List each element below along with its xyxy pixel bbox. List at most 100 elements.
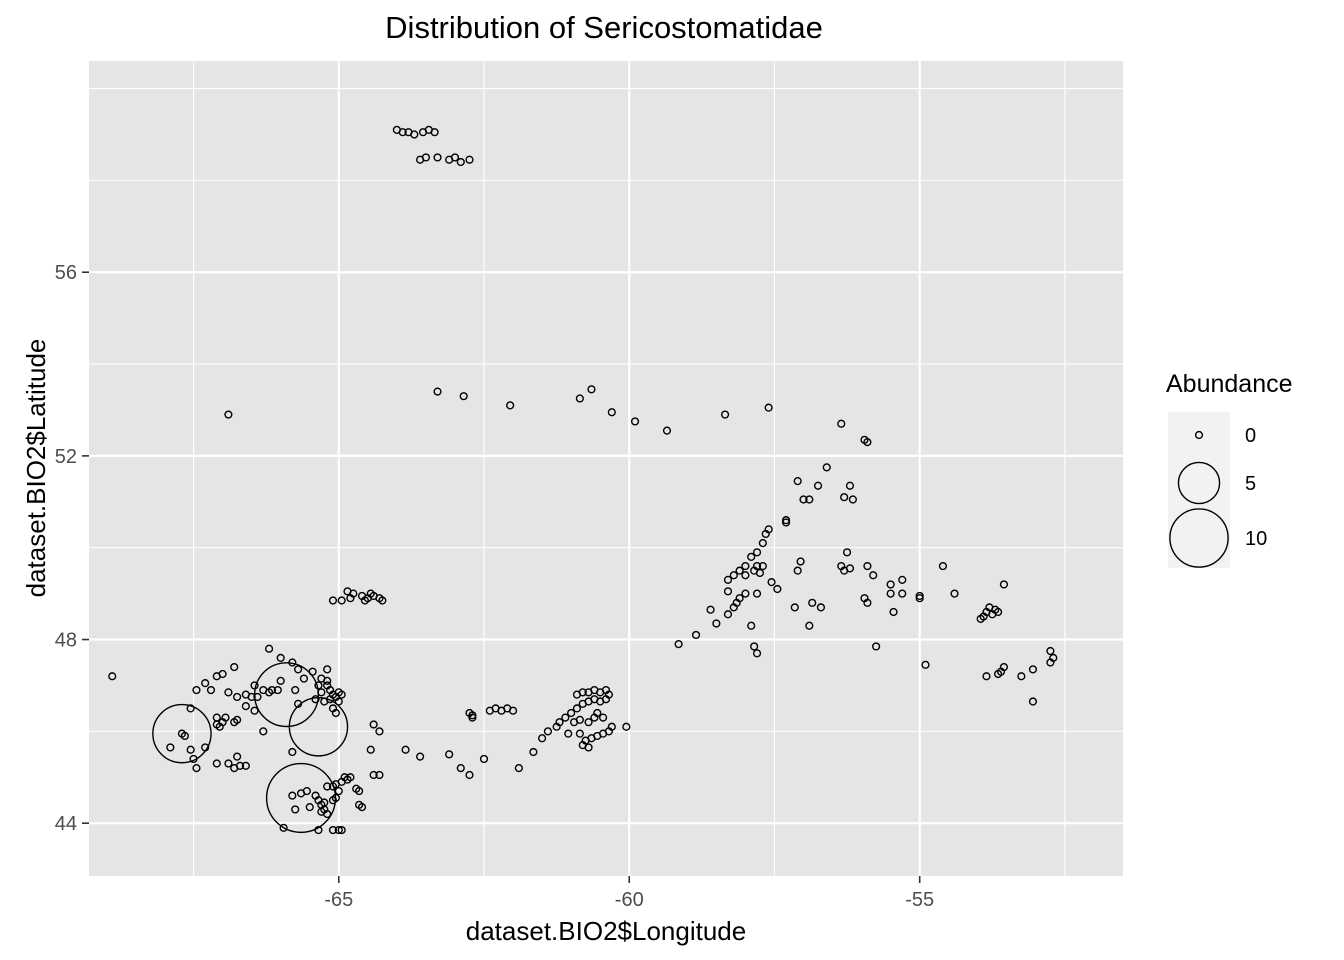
data-point <box>328 596 338 605</box>
data-point <box>468 711 477 720</box>
data-point <box>1017 672 1026 681</box>
x-tick-label: -65 <box>324 889 353 911</box>
data-point <box>299 674 309 683</box>
data-point <box>311 791 320 800</box>
data-point <box>288 747 297 757</box>
data-point <box>764 403 773 412</box>
data-point <box>468 713 477 722</box>
data-point <box>898 575 907 584</box>
x-tick-labels: -65 -60 -55 <box>324 889 934 911</box>
data-point <box>294 665 303 674</box>
data-point <box>578 688 587 697</box>
data-point <box>514 763 523 773</box>
axis-ticks <box>82 271 921 883</box>
data-point <box>863 437 872 447</box>
data-point <box>328 796 338 805</box>
data-point <box>323 782 332 791</box>
data-point <box>398 128 407 137</box>
data-point <box>456 763 465 773</box>
data-point <box>552 722 561 731</box>
data-point <box>837 561 846 571</box>
data-point <box>845 481 855 490</box>
data-point <box>241 761 250 770</box>
data-point <box>346 773 355 782</box>
data-point <box>950 589 959 598</box>
data-point <box>598 713 608 722</box>
data-point <box>840 493 849 502</box>
data-point <box>259 727 268 736</box>
legend-key <box>1168 458 1230 508</box>
data-point <box>712 619 721 628</box>
legend-symbol <box>1169 508 1229 568</box>
data-point <box>337 596 346 605</box>
legend-label: 0 <box>1245 425 1256 447</box>
data-point <box>279 823 288 832</box>
data-point <box>575 729 584 738</box>
data-point <box>317 674 326 683</box>
data-point <box>276 653 285 663</box>
data-point <box>729 571 738 580</box>
data-point <box>250 706 259 715</box>
data-point <box>410 130 419 139</box>
data-point <box>215 722 224 731</box>
data-point <box>691 630 701 640</box>
data-point <box>291 805 300 814</box>
data-point <box>253 662 320 728</box>
data-point <box>869 571 878 580</box>
data-point <box>741 571 750 580</box>
data-point <box>872 642 881 651</box>
data-point <box>773 584 782 594</box>
data-point <box>575 394 584 403</box>
data-point <box>938 561 948 571</box>
data-point <box>288 791 297 800</box>
data-point <box>584 743 593 752</box>
data-point <box>921 660 930 669</box>
data-point <box>192 685 201 695</box>
y-tick-label: 56 <box>55 262 77 284</box>
data-point <box>224 688 233 697</box>
data-point <box>506 401 515 410</box>
chart-title: Distribution of Sericostomatidae <box>385 10 823 45</box>
data-point <box>567 708 576 718</box>
data-point <box>793 477 802 486</box>
data-point <box>1046 646 1055 656</box>
data-point <box>837 419 846 428</box>
data-point <box>741 561 750 571</box>
legend-title: Abundance <box>1166 370 1293 398</box>
data-point <box>750 642 759 651</box>
data-point <box>334 697 343 706</box>
data-point <box>433 153 442 162</box>
data-point <box>607 408 616 417</box>
data-point <box>401 745 410 754</box>
data-point <box>994 607 1003 617</box>
data-point <box>264 644 274 653</box>
data-point <box>186 704 195 713</box>
data-point <box>723 575 733 584</box>
data-point <box>781 518 791 527</box>
data-point <box>241 702 250 711</box>
data-point <box>781 516 791 525</box>
data-point <box>898 589 907 598</box>
data-point <box>752 649 762 658</box>
data-point <box>291 685 300 695</box>
data-point <box>212 759 221 768</box>
data-point <box>796 557 805 566</box>
data-point <box>982 672 991 681</box>
data-point <box>752 589 762 598</box>
data-point <box>543 727 553 736</box>
data-point <box>622 722 631 731</box>
data-point <box>288 696 349 757</box>
plot-panel <box>89 61 1123 876</box>
data-point <box>355 786 364 796</box>
data-point <box>706 605 715 614</box>
data-point <box>845 564 855 573</box>
data-point <box>479 754 489 764</box>
legend: Abundance 0 5 10 <box>1166 370 1293 568</box>
data-point <box>529 747 538 757</box>
data-points <box>108 125 1058 835</box>
legend-keys: 0 5 10 <box>1168 412 1267 568</box>
data-point <box>863 598 872 607</box>
data-point <box>224 759 233 768</box>
data-point <box>747 552 756 561</box>
data-point <box>241 690 250 699</box>
